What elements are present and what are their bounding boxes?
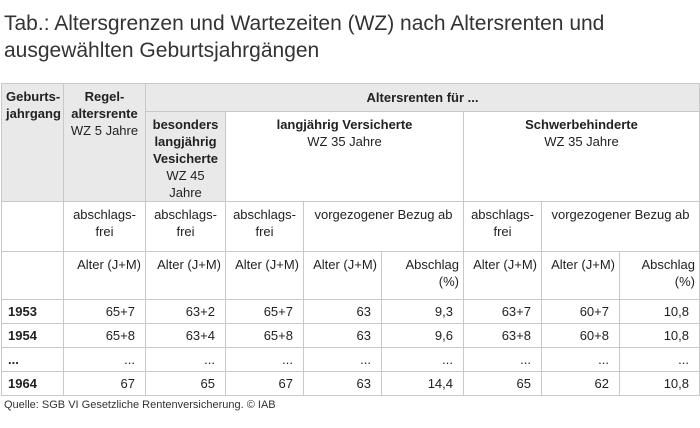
header-schwerbehinderte: Schwerbehinderte WZ 35 Jahre bbox=[463, 111, 700, 202]
header-altersrenten-fuer: Altersrenten für ... bbox=[145, 83, 700, 112]
header-lang-abschlagsfrei: abschlags-frei bbox=[225, 201, 304, 252]
cell-lang-alter: 63 bbox=[303, 323, 382, 348]
header-alter: Alter (J+M) bbox=[303, 251, 382, 300]
cell-besonders: 65 bbox=[145, 371, 226, 396]
pension-age-table: Geburts-jahrgang Regel-altersrente WZ 5 … bbox=[1, 83, 700, 396]
cell-schwer-abschlag: 10,8 bbox=[619, 299, 700, 324]
row-year: 1953 bbox=[1, 299, 64, 324]
table-title: Tab.: Altersgrenzen und Wartezeiten (WZ)… bbox=[4, 12, 605, 62]
header-regelaltersrente: Regel-altersrente WZ 5 Jahre bbox=[63, 83, 146, 202]
row-year: 1964 bbox=[1, 371, 64, 396]
table-row: 1954 65+8 63+4 65+8 63 9,6 63+8 60+8 10,… bbox=[1, 323, 700, 348]
cell-schwer-frei: 63+8 bbox=[463, 323, 542, 348]
header-geburtsjahrgang: Geburts-jahrgang bbox=[1, 83, 64, 202]
header-langjaehrig-label: langjährig Versicherte bbox=[276, 117, 413, 132]
header-besonders-wz: WZ 45 Jahre bbox=[166, 168, 205, 200]
cell-regel: 65+7 bbox=[63, 299, 146, 324]
table-row: 1953 65+7 63+2 65+7 63 9,3 63+7 60+7 10,… bbox=[1, 299, 700, 324]
source-note: Quelle: SGB VI Gesetzliche Rentenversich… bbox=[4, 399, 276, 411]
header-lang-vorgezogen: vorgezogener Bezug ab bbox=[303, 201, 464, 252]
table-row: 1964 67 65 67 63 14,4 65 62 10,8 bbox=[1, 371, 700, 396]
cell-besonders: ... bbox=[145, 347, 226, 372]
header-langjaehrig: langjährig Versicherte WZ 35 Jahre bbox=[225, 111, 464, 202]
cell-lang-abschlag: 9,3 bbox=[381, 299, 464, 324]
header-schwer-abschlagsfrei: abschlags-frei bbox=[463, 201, 542, 252]
cell-lang-alter: 63 bbox=[303, 299, 382, 324]
header-schwer-vorgezogen: vorgezogener Bezug ab bbox=[541, 201, 700, 252]
header-alter: Alter (J+M) bbox=[541, 251, 620, 300]
cell-lang-alter: 63 bbox=[303, 371, 382, 396]
header-abschlag: Abschlag (%) bbox=[619, 251, 700, 300]
cell-regel: 65+8 bbox=[63, 323, 146, 348]
cell-lang-alter: ... bbox=[303, 347, 382, 372]
header-regel-wz: WZ 5 Jahre bbox=[70, 123, 139, 138]
cell-schwer-alter: ... bbox=[541, 347, 620, 372]
cell-schwer-frei: ... bbox=[463, 347, 542, 372]
header-regel-abschlagsfrei: abschlags-frei bbox=[63, 201, 146, 252]
header-alter: Alter (J+M) bbox=[463, 251, 542, 300]
cell-schwer-abschlag: ... bbox=[619, 347, 700, 372]
cell-schwer-alter: 62 bbox=[541, 371, 620, 396]
header-besonders-label: besonders langjährig Vesicherte bbox=[152, 117, 219, 166]
header-abschlag: Abschlag (%) bbox=[381, 251, 464, 300]
cell-schwer-frei: 65 bbox=[463, 371, 542, 396]
cell-lang-abschlag: 14,4 bbox=[381, 371, 464, 396]
cell-schwer-abschlag: 10,8 bbox=[619, 371, 700, 396]
cell-lang-frei: 65+7 bbox=[225, 299, 304, 324]
header-alter: Alter (J+M) bbox=[225, 251, 304, 300]
cell-schwer-abschlag: 10,8 bbox=[619, 323, 700, 348]
cell-besonders: 63+4 bbox=[145, 323, 226, 348]
header-besonders: besonders langjährig Vesicherte WZ 45 Ja… bbox=[145, 111, 226, 202]
header-besonders-abschlagsfrei: abschlags-frei bbox=[145, 201, 226, 252]
header-alter: Alter (J+M) bbox=[63, 251, 146, 300]
row-year: 1954 bbox=[1, 323, 64, 348]
header-schwer-wz: WZ 35 Jahre bbox=[544, 134, 619, 149]
header-regel-label: Regel-altersrente bbox=[71, 89, 138, 121]
cell-lang-frei: ... bbox=[225, 347, 304, 372]
cell-besonders: 63+2 bbox=[145, 299, 226, 324]
cell-schwer-frei: 63+7 bbox=[463, 299, 542, 324]
empty-cell bbox=[1, 201, 64, 252]
cell-schwer-alter: 60+8 bbox=[541, 323, 620, 348]
header-schwer-label: Schwerbehinderte bbox=[525, 117, 638, 132]
cell-lang-abschlag: 9,6 bbox=[381, 323, 464, 348]
cell-lang-frei: 65+8 bbox=[225, 323, 304, 348]
empty-cell bbox=[1, 251, 64, 300]
header-langjaehrig-wz: WZ 35 Jahre bbox=[307, 134, 382, 149]
table-row: ... ... ... ... ... ... ... ... ... bbox=[1, 347, 700, 372]
cell-lang-frei: 67 bbox=[225, 371, 304, 396]
cell-regel: 67 bbox=[63, 371, 146, 396]
row-year: ... bbox=[1, 347, 64, 372]
cell-schwer-alter: 60+7 bbox=[541, 299, 620, 324]
cell-regel: ... bbox=[63, 347, 146, 372]
cell-lang-abschlag: ... bbox=[381, 347, 464, 372]
header-alter: Alter (J+M) bbox=[145, 251, 226, 300]
